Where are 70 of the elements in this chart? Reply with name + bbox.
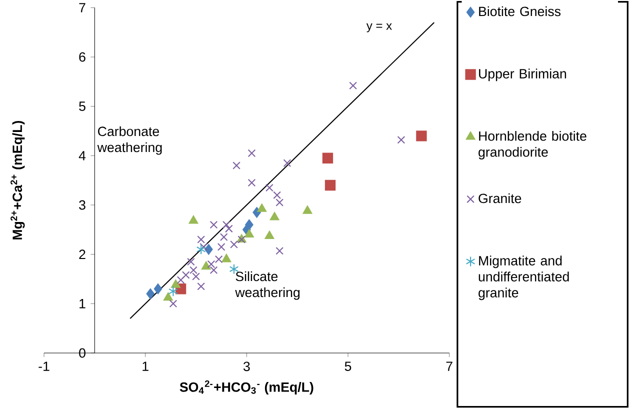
point (187, 258, 195, 266)
point (273, 191, 281, 200)
point (163, 292, 173, 301)
point (349, 82, 357, 90)
legend-label: Hornblende biotite granodiorite (478, 131, 586, 160)
legend-label: Biotite Gneiss (479, 6, 561, 16)
point (217, 242, 226, 251)
point (192, 272, 200, 280)
point (154, 284, 162, 294)
point (188, 215, 198, 224)
point (283, 159, 292, 167)
point (248, 149, 256, 158)
point (207, 260, 216, 268)
point (225, 224, 233, 233)
y-tick-label: 1 (80, 299, 86, 308)
x-tick-label: 5 (344, 362, 352, 371)
point (416, 130, 427, 142)
x-tick-label: -1 (38, 362, 50, 371)
x-axis-title: SO$_{4}$$^{2-}$+HCO$_{3}$$^{-}$ (mEq/L) (180, 380, 314, 394)
point (276, 198, 284, 206)
point (222, 254, 232, 262)
point (264, 230, 274, 239)
point (197, 282, 205, 290)
point (210, 220, 218, 229)
point (197, 236, 205, 244)
y-axis-title: Mg$^{2+}$+Ca$^{2+}$ (mEq/L) (10, 120, 25, 240)
point (270, 212, 280, 220)
point (257, 204, 267, 212)
legend-label: Migmatite and undifferentiated granite (478, 256, 569, 300)
y-tick-label: 0 (79, 348, 86, 358)
x-tick-label: 3 (243, 362, 250, 372)
point (302, 206, 312, 214)
legend-label: Upper Birimian (479, 68, 566, 82)
point (266, 184, 274, 192)
annotation: Carbonate weathering (97, 126, 162, 155)
point (146, 288, 155, 300)
y-tick-label: 3 (79, 200, 86, 210)
point (176, 276, 185, 284)
point (182, 271, 190, 279)
y-tick-label: 2 (79, 250, 86, 259)
point (200, 242, 208, 251)
point (169, 300, 178, 308)
point (397, 136, 406, 144)
y-tick-label: 7 (79, 3, 86, 12)
x-tick-label: 1 (142, 362, 148, 371)
x-tick-label: 7 (446, 362, 452, 371)
point (168, 286, 178, 297)
point (322, 152, 334, 164)
y-tick-label: 5 (79, 102, 86, 111)
point (190, 266, 198, 274)
point (196, 244, 206, 255)
point (324, 180, 336, 191)
annotation: Silicate weathering (235, 271, 300, 300)
point (222, 220, 230, 229)
series-label: y = x (366, 23, 392, 32)
point (276, 246, 284, 255)
point (230, 240, 238, 248)
point (220, 233, 228, 241)
y-tick-label: 6 (79, 52, 86, 62)
legend-label: Granite (478, 193, 522, 204)
y-tick-label: 4 (78, 151, 86, 160)
point (171, 280, 180, 288)
point (204, 244, 213, 255)
point (201, 261, 211, 270)
point (232, 162, 240, 170)
point (244, 229, 254, 238)
point (214, 255, 223, 264)
point (210, 266, 218, 274)
point (245, 219, 254, 230)
point (248, 178, 256, 187)
